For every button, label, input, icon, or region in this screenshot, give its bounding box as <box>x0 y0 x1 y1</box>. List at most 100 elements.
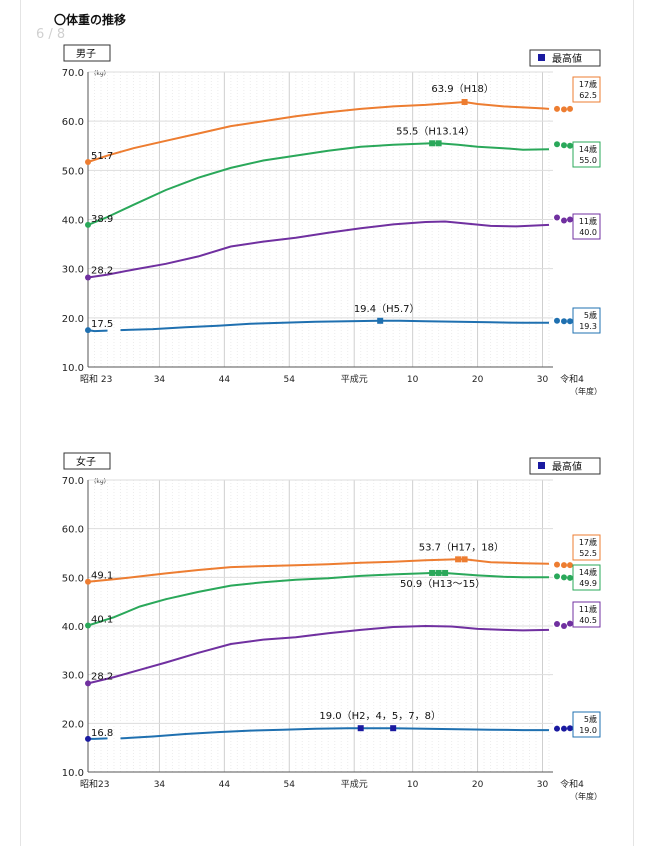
x-tick-label: 20 <box>472 375 484 385</box>
peak-marker <box>435 140 442 147</box>
boys-gridlines <box>88 71 553 368</box>
girls-title-frame <box>63 452 111 470</box>
boys-x-unit-label: （年度） <box>570 386 602 396</box>
series-name-label: 11歳 <box>579 216 597 226</box>
series-end-label: 19.3 <box>579 322 597 331</box>
peak-marker <box>461 98 468 105</box>
series-start-label: 28.2 <box>91 671 113 682</box>
series-end-label: 40.5 <box>579 616 597 625</box>
chart-girls-weight: 女子 最高値 (kg) 10.0 20.0 30.0 40.0 50.0 60.0 70.0 昭和2… <box>62 452 602 801</box>
y-tick-label: 60.0 <box>62 117 84 128</box>
peak-marker <box>377 317 384 324</box>
peak-marker <box>435 569 442 576</box>
peak-marker <box>429 569 436 576</box>
girls-legend-marker-icon <box>538 462 545 469</box>
peak-label: 53.7（H17，18） <box>419 541 504 553</box>
series-end-label: 52.5 <box>579 549 597 558</box>
x-tick-label: 54 <box>284 375 296 385</box>
girls-title-box: 女子 <box>63 452 111 470</box>
recent-point <box>567 142 573 149</box>
series-end-label: 40.0 <box>579 228 597 237</box>
girls-series-5歳: 16.8 19.0（H2，4，5，7，8） 5歳 19.0 <box>85 710 601 742</box>
x-tick-label: 10 <box>407 780 419 790</box>
recent-point <box>567 216 573 223</box>
peak-marker <box>357 725 364 732</box>
y-tick-label: 40.0 <box>62 216 84 227</box>
recent-point <box>561 623 567 629</box>
x-tick-label: 10 <box>407 375 419 385</box>
x-tick-label: 30 <box>537 780 549 790</box>
series-start-point <box>85 680 91 687</box>
boys-series-14歳: 38.9 55.5（H13.14） 14歳 55.0 <box>85 125 601 228</box>
boys-chart-title: 男子 <box>76 48 96 60</box>
y-tick-label: 40.0 <box>62 622 84 633</box>
x-tick-label: 平成元 <box>341 373 368 385</box>
series-end-box <box>572 76 601 103</box>
series-end-label: 49.9 <box>579 579 597 588</box>
peak-label: 55.5（H13.14） <box>396 125 474 137</box>
series-line <box>87 572 549 627</box>
y-tick-label: 30.0 <box>62 671 84 682</box>
x-tick-label: 20 <box>472 780 484 790</box>
series-name-label: 5歳 <box>584 714 597 724</box>
series-line <box>87 220 550 279</box>
x-tick-label: 44 <box>219 375 231 385</box>
page-indicator: 6 / 8 <box>36 27 66 42</box>
series-end-box <box>572 213 601 240</box>
boys-legend-frame <box>529 49 601 67</box>
series-line <box>87 558 550 583</box>
series-line <box>87 100 550 163</box>
series-start-point <box>85 274 91 281</box>
series-name-label: 14歳 <box>579 144 597 154</box>
series-end-box <box>572 307 601 334</box>
x-tick-label: 令和4 <box>560 373 584 385</box>
recent-point <box>561 725 567 732</box>
recent-point <box>567 725 573 732</box>
recent-point <box>554 317 560 324</box>
recent-point <box>561 562 567 569</box>
series-start-point <box>85 221 91 228</box>
y-tick-label: 70.0 <box>62 68 84 79</box>
girls-x-unit-label: （年度） <box>570 791 602 801</box>
boys-title-frame <box>63 44 111 62</box>
girls-legend: 最高値 <box>529 457 601 475</box>
series-end-box <box>572 141 601 168</box>
x-tick-label: 44 <box>219 780 231 790</box>
series-name-label: 14歳 <box>579 567 597 577</box>
series-start-point <box>85 622 91 629</box>
series-start-label: 17.5 <box>91 319 113 330</box>
peak-label: 50.9（H13～15） <box>400 578 485 590</box>
girls-series-17歳: 49.1 53.7（H17，18） 17歳 52.5 <box>85 534 601 585</box>
series-end-box <box>572 601 601 628</box>
recent-point <box>554 725 560 732</box>
recent-point <box>567 318 573 325</box>
series-start-label: 16.8 <box>91 728 113 739</box>
boys-unit-label: (kg) <box>94 70 106 77</box>
recent-point <box>554 573 560 580</box>
peak-marker <box>442 569 449 576</box>
girls-gridlines <box>88 479 553 773</box>
x-tick-label: 34 <box>154 780 166 790</box>
chart-boys-weight: 男子 最高値 (kg) 10.0 20.0 30.0 40.0 50.0 60.0 70.0 昭和 … <box>62 44 602 396</box>
series-end-box <box>572 564 601 591</box>
boys-series-11歳: 28.2 11歳 40.0 <box>85 213 601 281</box>
peak-marker <box>461 556 468 563</box>
series-line <box>87 142 550 226</box>
series-start-label: 49.1 <box>91 571 113 582</box>
girls-legend-frame <box>529 457 601 475</box>
series-start-point <box>85 578 91 585</box>
page-frame <box>20 0 634 846</box>
x-tick-label: 平成元 <box>341 778 368 790</box>
series-name-label: 17歳 <box>579 537 597 547</box>
recent-point <box>567 562 573 569</box>
recent-point <box>567 574 573 581</box>
series-start-point <box>85 158 91 165</box>
girls-series-11歳: 28.2 11歳 40.5 <box>85 601 601 687</box>
peak-label: 19.0（H2，4，5，7，8） <box>319 710 441 722</box>
boys-series-17歳: 51.7 63.9（H18） 17歳 62.5 <box>85 76 601 165</box>
x-tick-label: 昭和23 <box>80 779 109 790</box>
series-end-box <box>572 711 601 738</box>
y-tick-label: 70.0 <box>62 476 84 487</box>
recent-point <box>561 142 567 149</box>
y-tick-label: 10.0 <box>62 363 84 374</box>
